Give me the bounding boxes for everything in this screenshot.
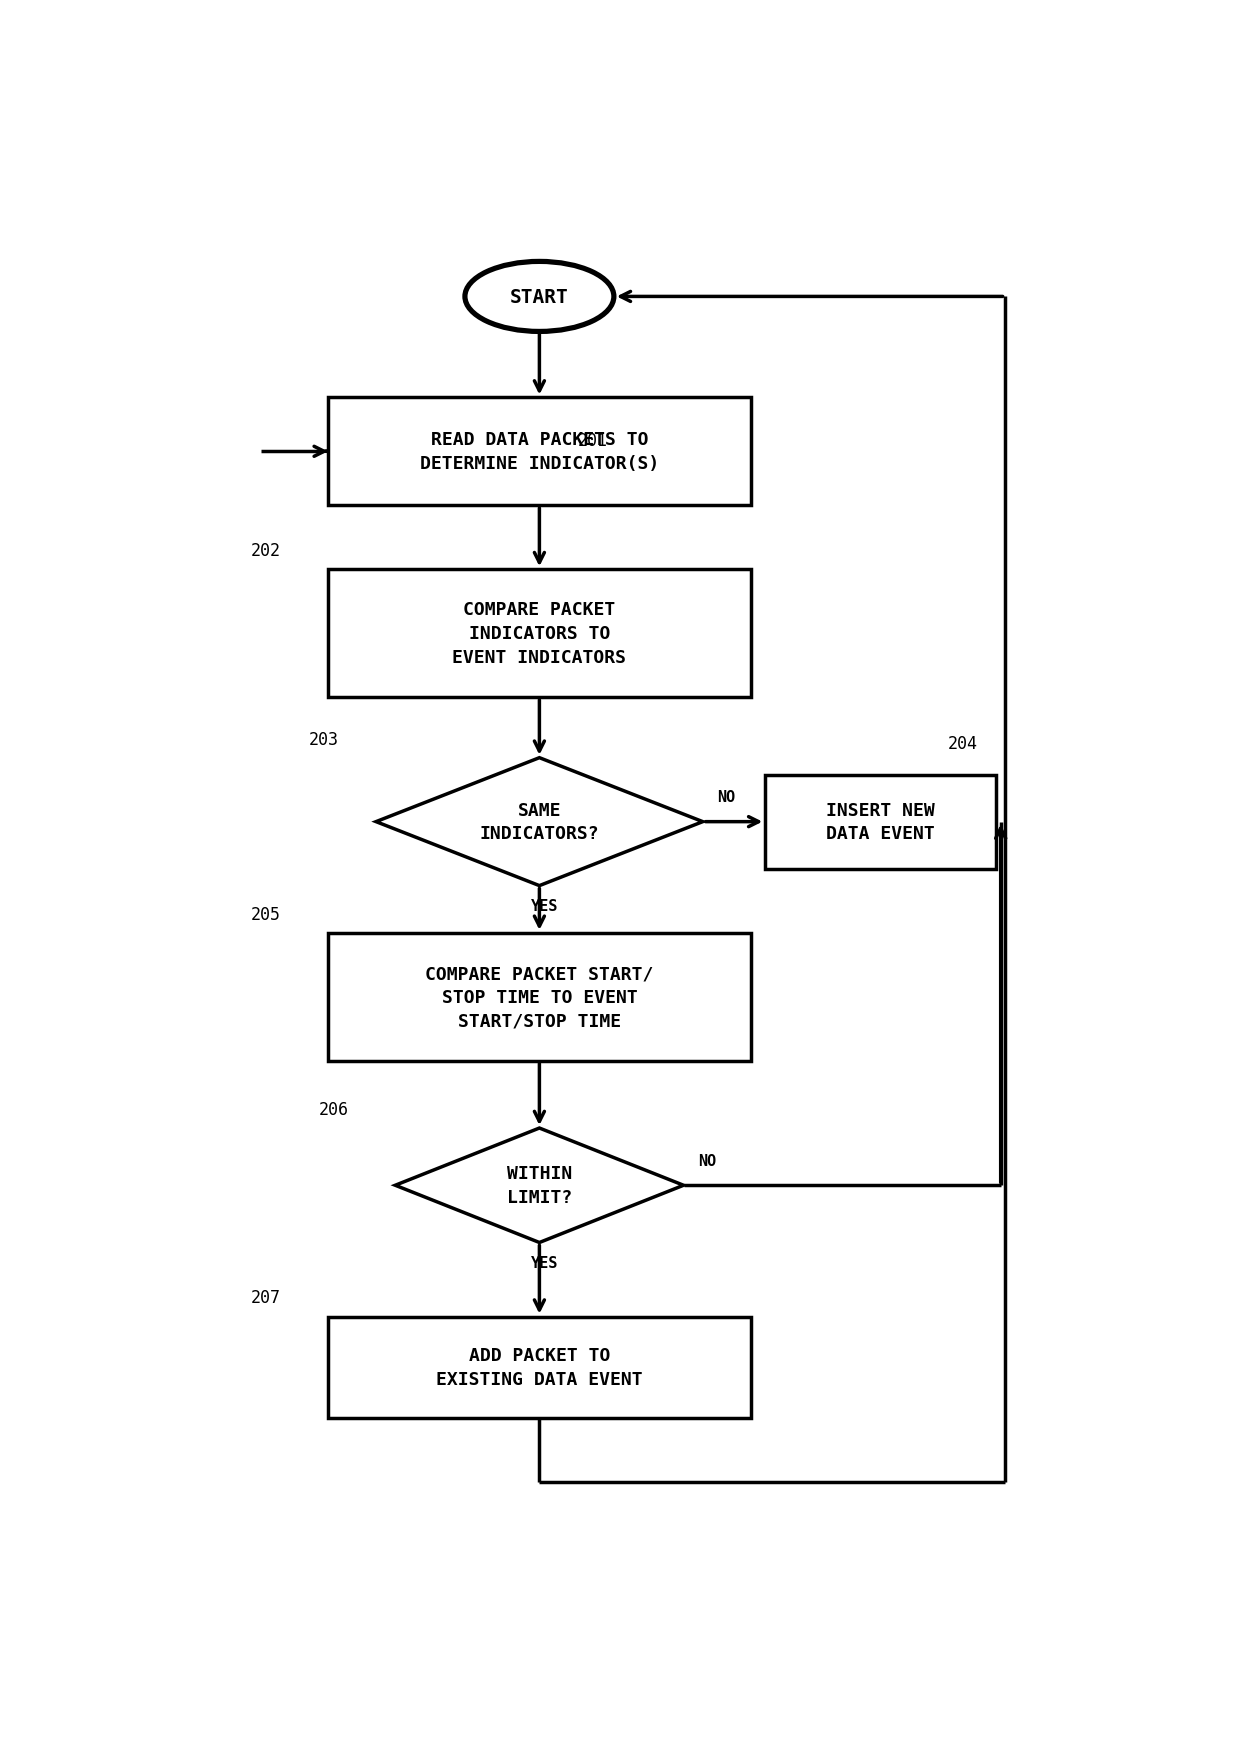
Bar: [327, 399, 750, 505]
Bar: [765, 774, 996, 869]
Text: COMPARE PACKET
INDICATORS TO
EVENT INDICATORS: COMPARE PACKET INDICATORS TO EVENT INDIC…: [453, 601, 626, 666]
Text: READ DATA PACKETS TO
DETERMINE INDICATOR(S): READ DATA PACKETS TO DETERMINE INDICATOR…: [420, 432, 658, 472]
Bar: [327, 570, 750, 697]
Text: YES: YES: [531, 1255, 558, 1271]
Text: COMPARE PACKET START/
STOP TIME TO EVENT
START/STOP TIME: COMPARE PACKET START/ STOP TIME TO EVENT…: [425, 965, 653, 1030]
Text: 202: 202: [250, 542, 281, 559]
Text: 206: 206: [319, 1099, 348, 1119]
Bar: [327, 933, 750, 1061]
Text: 203: 203: [309, 731, 339, 748]
Bar: [327, 1316, 750, 1418]
Text: ADD PACKET TO
EXISTING DATA EVENT: ADD PACKET TO EXISTING DATA EVENT: [436, 1346, 642, 1388]
Text: 201: 201: [578, 432, 608, 449]
Text: 205: 205: [250, 905, 281, 923]
Text: NO: NO: [698, 1154, 717, 1168]
Text: 204: 204: [947, 734, 978, 752]
Text: SAME
INDICATORS?: SAME INDICATORS?: [480, 801, 599, 843]
Text: NO: NO: [717, 790, 735, 806]
Text: 207: 207: [250, 1288, 281, 1308]
Text: INSERT NEW
DATA EVENT: INSERT NEW DATA EVENT: [826, 801, 935, 843]
Text: YES: YES: [531, 898, 558, 914]
Text: WITHIN
LIMIT?: WITHIN LIMIT?: [507, 1164, 572, 1206]
Text: START: START: [510, 288, 569, 306]
